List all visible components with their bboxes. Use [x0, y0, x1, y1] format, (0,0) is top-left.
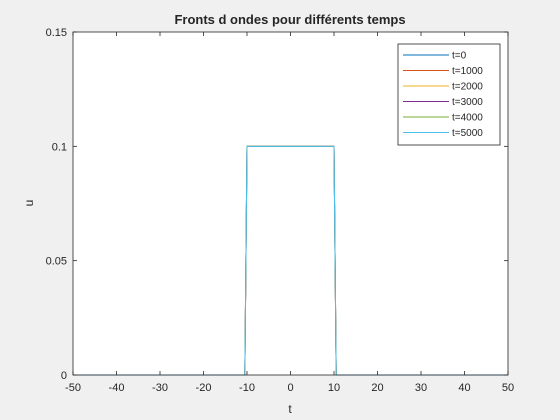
- x-axis-label: t: [288, 402, 292, 416]
- y-axis-label: u: [22, 200, 36, 207]
- x-tick-label: 40: [458, 382, 470, 394]
- y-tick-label: 0.1: [52, 141, 67, 153]
- y-tick-label: 0.15: [46, 27, 67, 39]
- x-tick-label: 30: [415, 382, 427, 394]
- x-tick-label: 0: [287, 382, 293, 394]
- y-tick-label: 0.05: [46, 256, 67, 268]
- x-tick-label: 10: [328, 382, 340, 394]
- legend: t=0 t=1000 t=2000 t=3000 t=4000 t=5000: [397, 43, 501, 146]
- x-tick-label: 20: [371, 382, 383, 394]
- legend-label: t=3000: [452, 97, 483, 108]
- x-tick-label: 50: [502, 382, 514, 394]
- ticks-layer: -50 -40 -30 -20 -10 0 10 20 30 40 50 0 0.05 0.1 0.15: [46, 27, 515, 394]
- x-tick-label: -50: [65, 382, 81, 394]
- legend-label: t=5000: [452, 128, 483, 139]
- legend-label: t=4000: [452, 113, 483, 124]
- legend-label: t=2000: [452, 82, 483, 93]
- x-tick-label: -40: [109, 382, 125, 394]
- x-tick-label: -20: [196, 382, 212, 394]
- legend-box: [397, 43, 501, 146]
- y-tick-label: 0: [61, 370, 67, 382]
- legend-label: t=1000: [452, 66, 483, 77]
- x-tick-label: -10: [239, 382, 255, 394]
- legend-label: t=0: [452, 51, 467, 62]
- chart-title: Fronts d ondes pour différents temps: [174, 12, 405, 27]
- x-tick-label: -30: [152, 382, 168, 394]
